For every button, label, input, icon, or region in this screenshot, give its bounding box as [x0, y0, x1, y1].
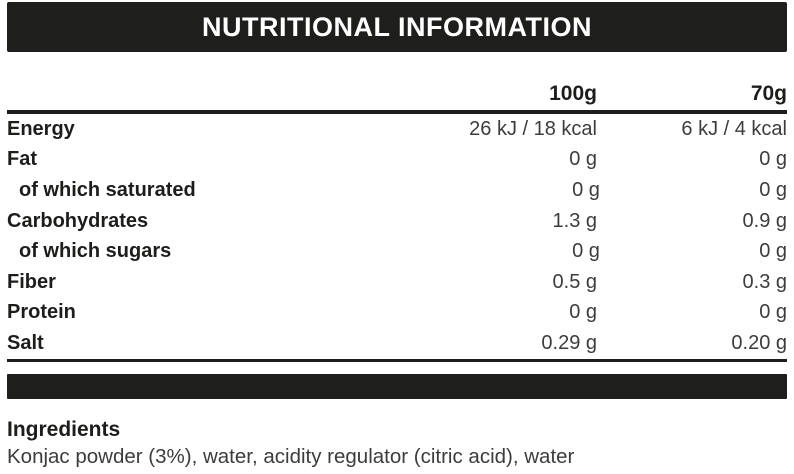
row-label: Fat [7, 148, 37, 171]
row-value-100g: 0.5 g [552, 270, 597, 293]
ingredients-heading: Ingredients [7, 417, 121, 441]
row-value-70g: 0 g [759, 179, 787, 202]
row-value-100g: 0.29 g [541, 332, 597, 355]
row-label: Fiber [7, 270, 56, 293]
nutrition-table: 100g 70g Energy 26 kJ / 18 kcal 6 kJ / 4 k… [7, 82, 787, 362]
table-row: Fat 0 g 0 g [7, 145, 787, 176]
table-row: Protein 0 g 0 g [7, 298, 787, 329]
row-label: Salt [7, 332, 44, 355]
row-label: Energy [7, 117, 75, 140]
column-header-100g: 100g [549, 82, 597, 105]
table-row: Salt 0.29 g 0.20 g [7, 328, 787, 359]
ingredients-text: Konjac powder (3%), water, acidity regul… [7, 444, 575, 468]
row-value-100g: 0 g [572, 179, 600, 202]
row-value-70g: 0 g [759, 148, 787, 171]
row-value-70g: 0 g [759, 240, 787, 263]
row-value-100g: 26 kJ / 18 kcal [469, 117, 597, 140]
row-label: of which saturated [19, 179, 196, 202]
row-value-70g: 6 kJ / 4 kcal [681, 117, 787, 140]
row-value-70g: 0.20 g [731, 332, 787, 355]
page-title: NUTRITIONAL INFORMATION [202, 11, 592, 42]
table-row: Carbohydrates 1.3 g 0.9 g [7, 206, 787, 237]
row-value-100g: 0 g [569, 301, 597, 324]
row-value-100g: 0 g [569, 148, 597, 171]
row-value-70g: 0.9 g [742, 209, 787, 232]
row-value-100g: 0 g [572, 240, 600, 263]
row-value-100g: 1.3 g [552, 209, 597, 232]
row-value-70g: 0.3 g [742, 270, 787, 293]
row-label: Protein [7, 301, 76, 324]
row-label: of which sugars [19, 240, 172, 263]
table-body: Energy 26 kJ / 18 kcal 6 kJ / 4 kcal Fat 0 g… [7, 114, 787, 362]
ingredients-section: Ingredients Konjac powder (3%), water, a… [7, 418, 787, 470]
table-row: Energy 26 kJ / 18 kcal 6 kJ / 4 kcal [7, 114, 787, 145]
row-value-70g: 0 g [759, 301, 787, 324]
row-label: Carbohydrates [7, 209, 149, 232]
table-header-row: 100g 70g [7, 82, 787, 115]
header-bar: NUTRITIONAL INFORMATION [7, 2, 787, 52]
table-row: of which sugars 0 g 0 g [7, 236, 787, 267]
table-row: of which saturated 0 g 0 g [7, 175, 787, 206]
column-header-70g: 70g [750, 82, 787, 105]
separator-bar [7, 373, 787, 399]
table-row: Fiber 0.5 g 0.3 g [7, 267, 787, 298]
